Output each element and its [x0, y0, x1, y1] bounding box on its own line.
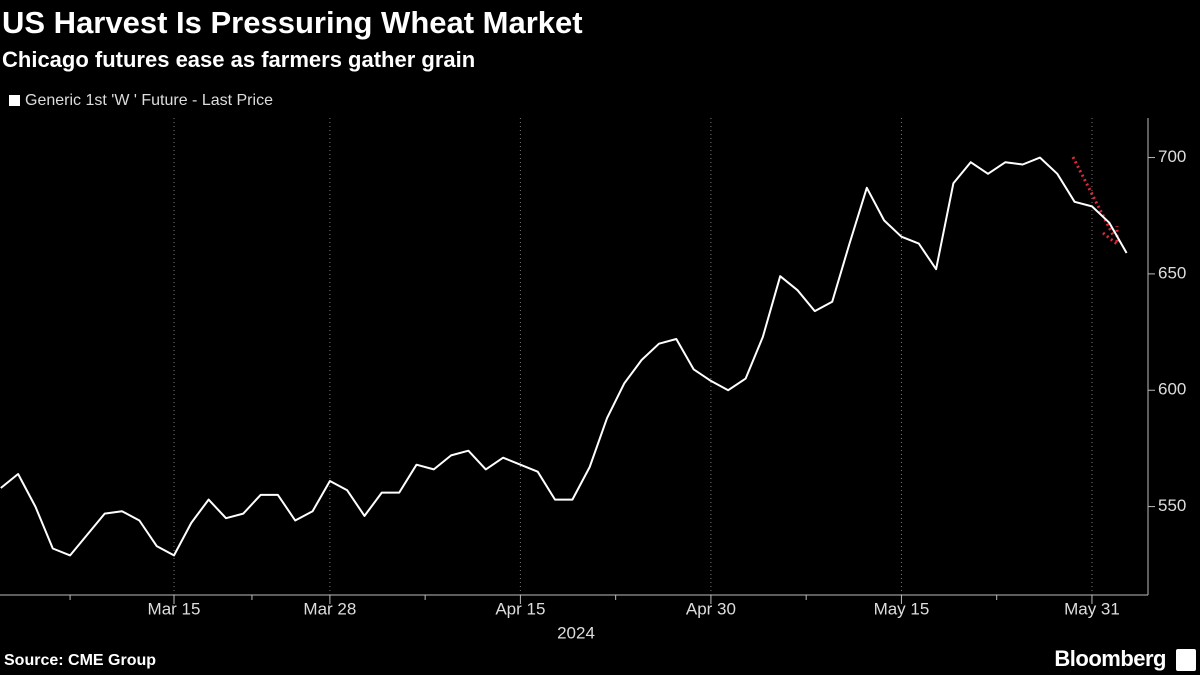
- x-tick-label: May 31: [1064, 599, 1120, 618]
- x-axis-label: 2024: [557, 623, 595, 642]
- source: Source: CME Group: [4, 652, 156, 669]
- x-tick-label: Apr 30: [686, 599, 736, 618]
- trend-arrow: [1071, 156, 1116, 238]
- legend-swatch: [9, 95, 20, 106]
- x-tick-label: Apr 15: [495, 599, 545, 618]
- price-line: [0, 156, 1128, 557]
- legend-label: Generic 1st 'W ' Future - Last Price: [25, 92, 273, 109]
- y-tick-label: 550: [1158, 496, 1186, 515]
- y-tick-label: 650: [1158, 263, 1186, 282]
- chart-title: US Harvest Is Pressuring Wheat Market: [2, 5, 583, 40]
- trend-arrowhead: [1102, 226, 1119, 248]
- x-tick-label: Mar 28: [303, 599, 356, 618]
- brand-icon: [1176, 649, 1196, 671]
- x-tick-label: May 15: [874, 599, 930, 618]
- brand: Bloomberg: [1054, 646, 1166, 671]
- y-tick-label: 600: [1158, 380, 1186, 399]
- chart-subtitle: Chicago futures ease as farmers gather g…: [2, 47, 475, 72]
- x-tick-label: Mar 15: [148, 599, 201, 618]
- y-tick-label: 700: [1158, 147, 1186, 166]
